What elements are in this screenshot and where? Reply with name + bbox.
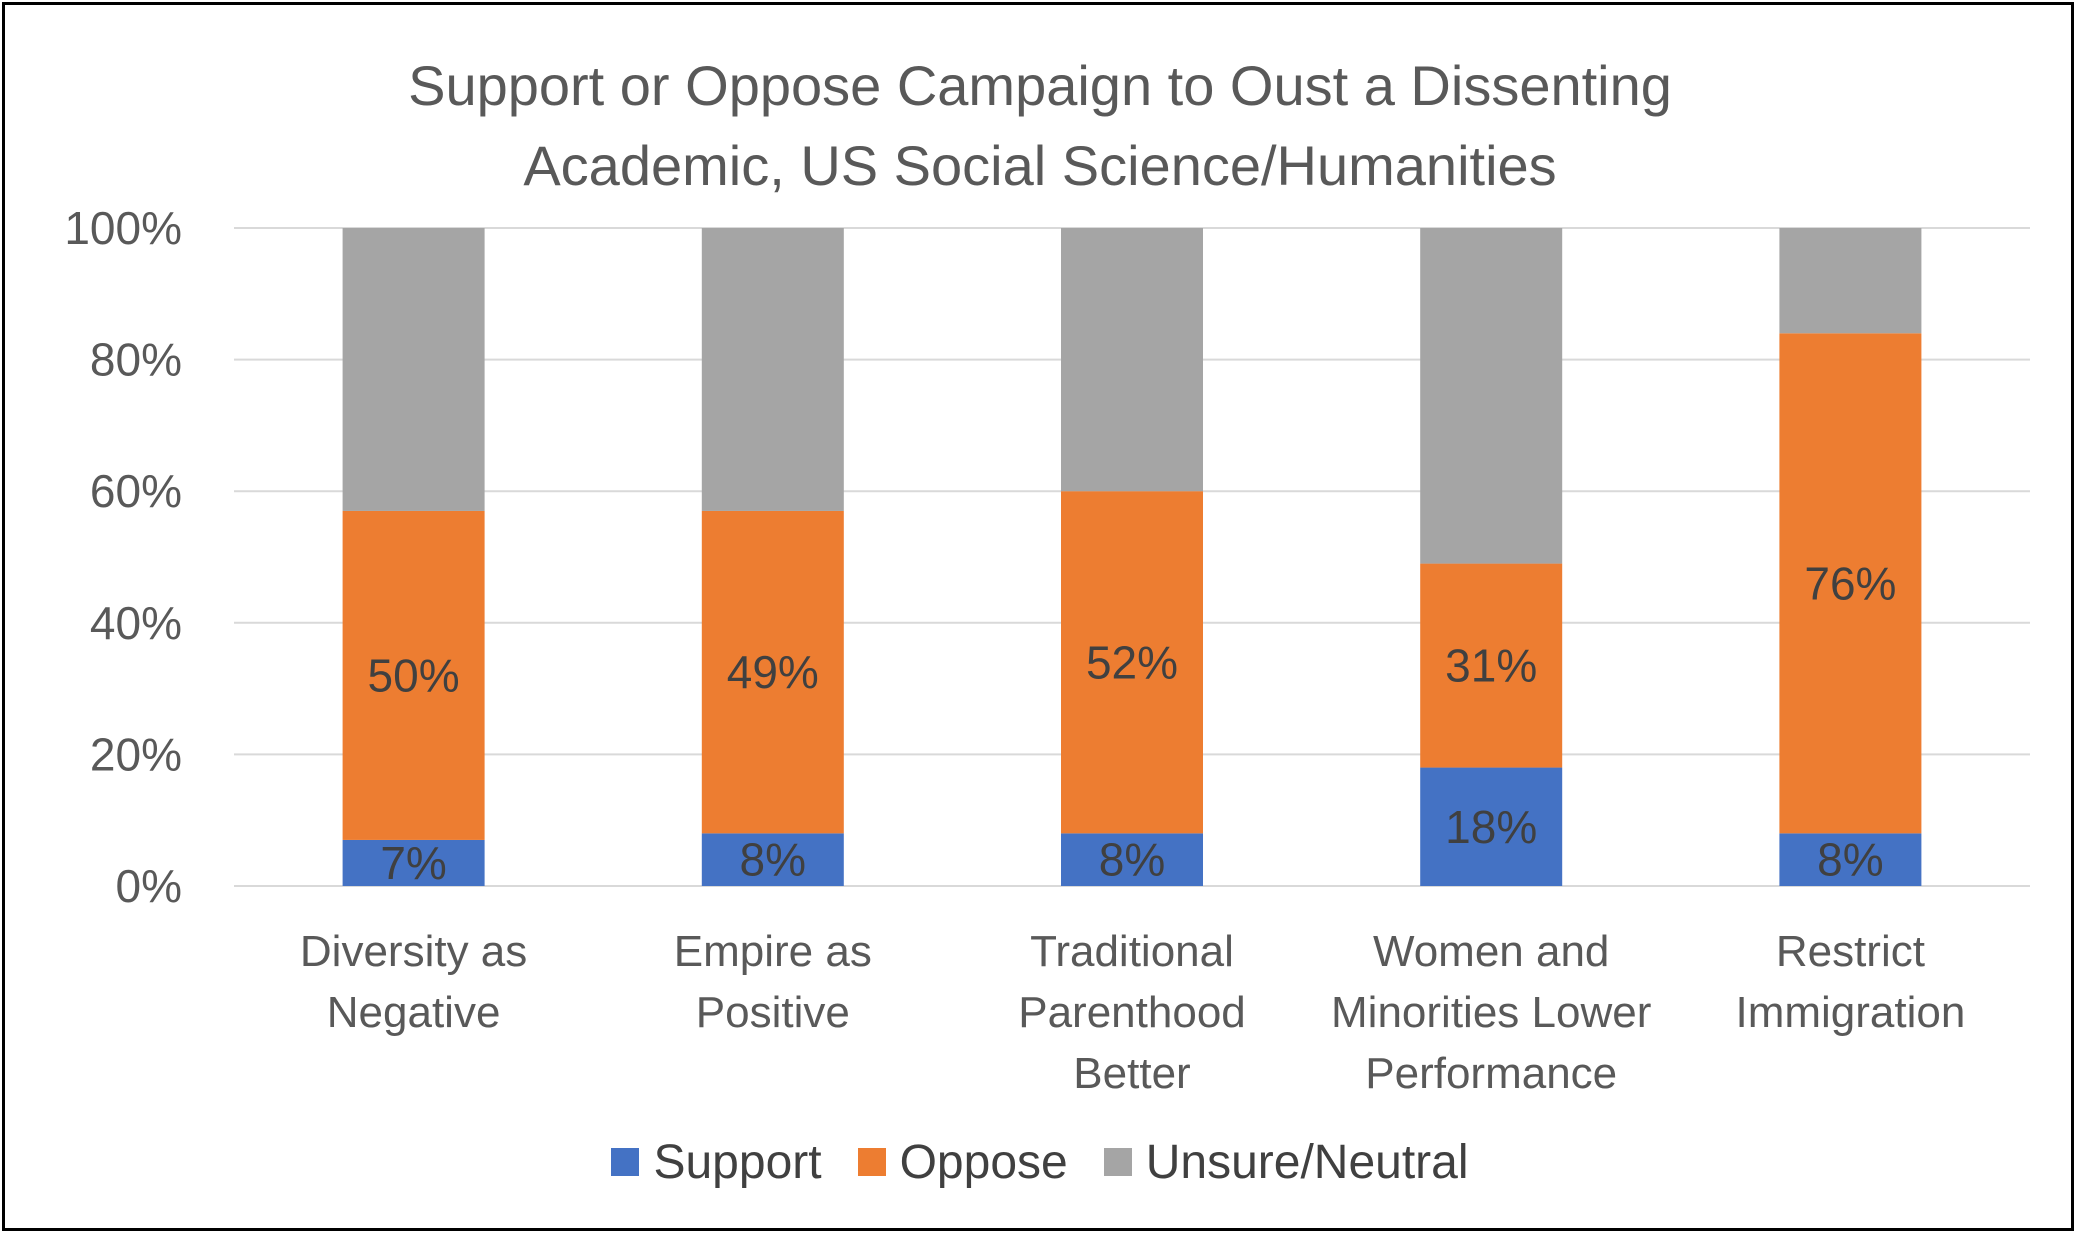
x-tick-label: Women and Minorities Lower Performance [1331, 927, 1651, 1098]
y-tick-label: 100% [64, 202, 182, 254]
bar-segment [1779, 833, 1922, 886]
x-tick-label-line: Better [1073, 1049, 1190, 1098]
y-tick-label: 40% [90, 597, 182, 649]
bar-segment [701, 833, 844, 886]
bar-segment [701, 510, 844, 834]
y-tick-label: 80% [90, 334, 182, 386]
data-label: 50% [368, 649, 460, 701]
y-tick-label: 0% [116, 860, 182, 912]
bar-segment [1420, 228, 1563, 564]
legend-label: Unsure/Neutral [1145, 1135, 1469, 1189]
data-label: 8% [1099, 834, 1165, 886]
legend-item: Oppose [857, 1135, 1068, 1190]
x-tick-label-line: Parenthood [1018, 988, 1246, 1037]
bar-segment [342, 510, 485, 840]
x-tick-label-line: Diversity as [300, 927, 527, 976]
x-tick-label-line: Immigration [1735, 988, 1965, 1037]
legend-item: Unsure/Neutral [1103, 1135, 1469, 1190]
data-label: 18% [1445, 801, 1537, 853]
bar-segment [1779, 228, 1922, 334]
x-tick-label-line: Traditional [1030, 927, 1234, 976]
bar-segment [1420, 767, 1563, 886]
chart-title: Support or Oppose Campaign to Oust a Dis… [408, 54, 1672, 197]
x-tick-label-line: Performance [1365, 1049, 1617, 1098]
data-label: 76% [1804, 557, 1896, 609]
y-tick-label: 60% [90, 465, 182, 517]
data-label: 49% [727, 646, 819, 698]
legend-label: Support [653, 1135, 822, 1189]
bar-segment [342, 228, 485, 511]
bar-segment [1420, 563, 1563, 768]
x-tick-label: Traditional Parenthood Better [1018, 927, 1246, 1098]
legend-item: Support [611, 1135, 822, 1190]
bar-segment [1061, 491, 1203, 834]
data-label: 8% [740, 834, 806, 886]
legend-swatch [611, 1148, 640, 1176]
data-label: 7% [380, 837, 446, 889]
data-label: 52% [1086, 636, 1178, 688]
bar-segment [701, 228, 844, 511]
legend: Support Oppose Unsure/Neutral [0, 1130, 2080, 1194]
x-tick-label: Diversity as Negative [300, 927, 527, 1037]
bar-segment [1779, 333, 1922, 834]
bar-segment [342, 839, 485, 886]
x-tick-label-line: Empire as [674, 927, 872, 976]
x-tick-label-line: Positive [696, 988, 850, 1037]
bar-segment [1061, 228, 1203, 492]
legend-label: Oppose [899, 1135, 1068, 1189]
x-tick-label: Restrict Immigration [1735, 927, 1965, 1037]
x-tick-label-line: Women and [1373, 927, 1609, 976]
data-label: 31% [1445, 640, 1537, 692]
x-tick-label-line: Minorities Lower [1331, 988, 1651, 1037]
x-tick-label-line: Negative [327, 988, 501, 1037]
legend-swatch [1103, 1148, 1132, 1176]
x-tick-label-line: Restrict [1776, 927, 1925, 976]
bar-segment [1061, 833, 1203, 886]
y-tick-label: 20% [90, 728, 182, 780]
x-tick-label: Empire as Positive [674, 927, 872, 1037]
data-label: 8% [1817, 834, 1883, 886]
legend-swatch [857, 1148, 886, 1176]
